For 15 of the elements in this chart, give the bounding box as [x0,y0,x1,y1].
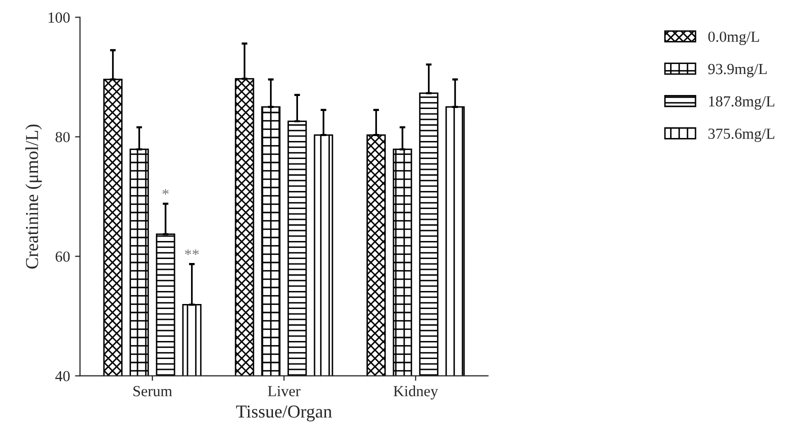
x-tick-label: Kidney [394,386,438,400]
x-axis-title: Tissue/Organ [236,406,332,422]
y-axis-title: Creatinine (μmol/L) [25,124,42,269]
x-tick-label: Liver [268,386,300,396]
annotation: ** [184,249,199,256]
y-tick-label: 40 [55,370,70,382]
y-tick-label: 100 [48,12,70,23]
y-tick-label: 60 [56,251,70,262]
legend-label: 375.6mg/L [708,128,774,142]
annotation: * [162,189,169,195]
legend-label: 93.9mg/L [708,64,767,78]
y-tick-label: 80 [56,132,70,142]
x-tick-label: Serum [133,386,172,396]
legend-label: 0.0mg/L [708,32,760,46]
legend-label: 187.8mg/L [709,96,774,110]
